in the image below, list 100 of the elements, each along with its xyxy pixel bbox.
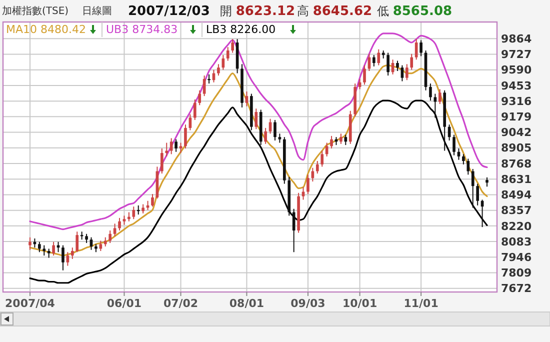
candlestick <box>142 204 144 214</box>
y-tick-label: 9727 <box>501 48 532 62</box>
candlestick <box>70 247 74 260</box>
candlestick <box>330 135 333 149</box>
candlestick <box>429 83 432 102</box>
candlestick <box>208 74 210 84</box>
candlestick <box>414 38 418 60</box>
candlestick <box>90 236 93 250</box>
text: UB3 8734.83 <box>106 23 178 36</box>
candlestick <box>179 142 182 154</box>
y-tick-label: 9179 <box>501 110 532 124</box>
candlestick <box>170 138 173 155</box>
y-tick-label: 9864 <box>501 32 532 46</box>
candlestick <box>76 231 79 253</box>
candlestick <box>118 217 121 231</box>
line-series <box>29 32 488 230</box>
y-tick-label: 8494 <box>501 188 532 202</box>
candlestick <box>476 183 479 206</box>
candlestick <box>363 64 366 86</box>
y-tick-label: 9453 <box>501 79 532 92</box>
text: 高 8645.62 <box>297 4 372 19</box>
candlestick <box>151 194 154 208</box>
x-tick-label: 2007/04 <box>5 297 56 310</box>
x-tick-label: 11/01 <box>404 297 438 310</box>
candlestick <box>386 52 390 76</box>
candlestick <box>420 40 422 57</box>
candlestick <box>462 154 465 165</box>
candlestick <box>47 248 50 258</box>
candlestick <box>274 119 276 141</box>
candlestick <box>202 75 206 97</box>
text: LB3 8226.00 <box>206 23 276 36</box>
text: 開 8623.12 <box>220 4 296 19</box>
candlestick <box>184 124 187 149</box>
y-tick-label: 9316 <box>501 94 532 108</box>
chart-subtitle: 日線圖 <box>82 6 112 17</box>
y-tick-label: 8220 <box>501 220 532 233</box>
candlestick <box>136 204 140 216</box>
candlestick <box>66 252 70 266</box>
y-tick-label: 9590 <box>501 64 532 77</box>
candlestick <box>128 212 130 222</box>
candlestick <box>38 241 41 253</box>
candlestick <box>466 158 470 176</box>
candlestick <box>438 88 442 105</box>
candlestick <box>28 236 32 250</box>
chart-title: 加權指數(TSE) <box>2 5 69 17</box>
candlestick <box>372 54 376 67</box>
y-tick-label: 8905 <box>501 142 532 155</box>
y-tick-label: 8357 <box>501 204 532 218</box>
candlestick <box>132 206 136 220</box>
candlestick <box>311 167 314 182</box>
y-tick-label: 8631 <box>501 172 532 186</box>
candlestick <box>377 48 380 66</box>
text: 2007/12/03 <box>128 4 210 19</box>
y-tick-label: 7809 <box>501 266 532 280</box>
x-tick-label: 09/03 <box>290 297 326 310</box>
text: MA10 8480.42 <box>6 23 86 36</box>
candlestick <box>62 244 64 271</box>
candlestick <box>344 134 348 146</box>
candlestick <box>193 98 196 120</box>
y-tick-label: 8083 <box>501 235 532 248</box>
x-tick-label: 10/01 <box>342 297 378 310</box>
x-tick-label: 06/01 <box>106 297 142 310</box>
candlestick <box>306 174 310 195</box>
line-series <box>29 100 488 284</box>
candlestick <box>160 148 164 174</box>
candlestick <box>231 38 234 54</box>
candlestick <box>278 133 282 144</box>
candlestick <box>452 134 456 156</box>
x-tick-label: 08/01 <box>229 297 264 310</box>
candlestick <box>52 241 55 256</box>
candlestick <box>396 60 399 72</box>
candlestick <box>108 230 112 244</box>
candlestick <box>113 223 116 237</box>
candlestick <box>340 133 342 144</box>
candlestick <box>188 114 192 131</box>
candlestick <box>174 138 178 152</box>
candlestick <box>85 233 88 244</box>
candlestick <box>42 244 46 256</box>
candlestick <box>226 46 230 62</box>
candlestick <box>198 90 202 106</box>
candlestick <box>254 108 258 130</box>
y-tick-label: 8768 <box>501 157 532 170</box>
candlestick <box>400 64 404 82</box>
candlestick <box>320 150 324 168</box>
text: 低 8565.08 <box>377 4 452 19</box>
x-tick-label: 07/02 <box>163 297 198 310</box>
candlestick <box>302 186 305 200</box>
candlestick <box>245 90 248 107</box>
candlestick <box>104 236 107 247</box>
y-tick-label: 7672 <box>501 282 532 296</box>
candlestick <box>264 127 267 144</box>
candlestick <box>165 142 168 157</box>
y-tick-label: 7946 <box>501 250 532 264</box>
candlestick <box>405 64 408 81</box>
candlestick <box>122 215 126 226</box>
candlestick <box>316 160 319 174</box>
candlestick <box>471 168 474 208</box>
candlestick <box>486 176 488 188</box>
candlestick <box>217 64 220 76</box>
candlestick <box>410 53 414 70</box>
